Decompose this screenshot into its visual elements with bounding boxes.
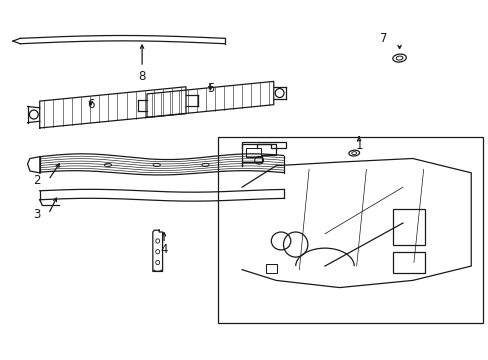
Text: 6: 6 (87, 98, 95, 111)
Bar (245, 148, 260, 157)
Text: 3: 3 (34, 208, 41, 221)
Text: 5: 5 (206, 82, 214, 95)
Bar (266, 264, 277, 273)
Bar (217, 137, 483, 323)
Text: 1: 1 (355, 139, 362, 152)
Text: 7: 7 (379, 32, 386, 45)
Bar (392, 252, 424, 273)
Text: 2: 2 (34, 174, 41, 186)
Bar (392, 209, 424, 244)
Ellipse shape (153, 163, 160, 167)
Ellipse shape (202, 163, 209, 167)
Ellipse shape (104, 163, 111, 167)
Text: 8: 8 (138, 69, 145, 82)
Text: 4: 4 (160, 243, 167, 256)
